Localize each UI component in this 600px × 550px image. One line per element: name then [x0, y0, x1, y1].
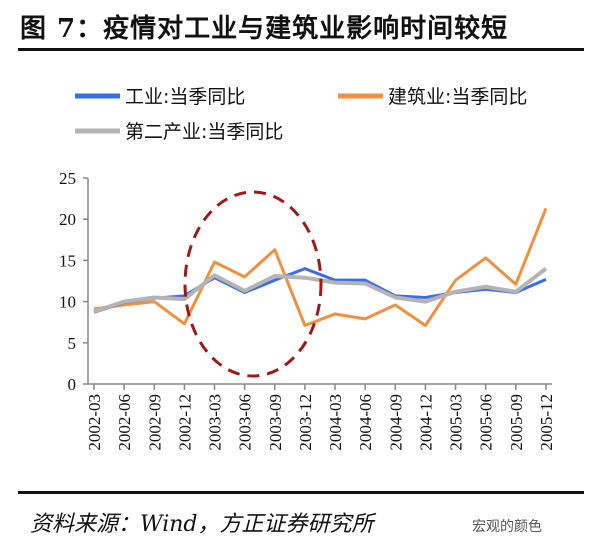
x-tick-label: 2004-03	[326, 394, 345, 451]
y-tick-label: 20	[59, 210, 76, 229]
legend-label: 第二产业:当季同比	[125, 121, 283, 143]
x-tick-label: 2004-06	[356, 394, 375, 451]
bottom-rule	[18, 491, 584, 494]
x-tick-label: 2002-03	[85, 394, 104, 451]
y-tick-label: 0	[68, 375, 77, 394]
x-tick-label: 2002-06	[115, 394, 134, 451]
x-tick-label: 2005-06	[477, 394, 496, 451]
x-tick-label: 2003-12	[296, 394, 315, 451]
highlight-ellipse	[183, 190, 323, 378]
x-tick-label: 2004-12	[416, 394, 435, 451]
x-tick-label: 2003-09	[266, 394, 285, 451]
watermark: 宏观的颜色	[472, 519, 542, 535]
y-tick-label: 25	[59, 169, 76, 188]
y-tick-label: 5	[68, 334, 77, 353]
legend-label: 建筑业:当季同比	[388, 86, 527, 108]
y-tick-label: 15	[59, 251, 76, 270]
legend-label: 工业:当季同比	[125, 86, 245, 108]
source-note: 资料来源：Wind，方正证券研究所	[30, 512, 374, 537]
figure-title: 图 7：疫情对工业与建筑业影响时间较短	[20, 14, 509, 44]
x-tick-label: 2004-09	[386, 394, 405, 451]
y-tick-label: 10	[59, 293, 76, 312]
x-tick-label: 2005-12	[537, 394, 556, 451]
x-tick-label: 2002-12	[175, 394, 194, 451]
x-tick-label: 2005-03	[447, 394, 466, 451]
x-tick-label: 2002-09	[145, 394, 164, 451]
x-tick-label: 2003-03	[206, 394, 225, 451]
x-tick-label: 2005-09	[507, 394, 526, 451]
series-line-1	[93, 207, 548, 327]
top-rule	[18, 48, 584, 51]
x-tick-label: 2003-06	[236, 394, 255, 451]
